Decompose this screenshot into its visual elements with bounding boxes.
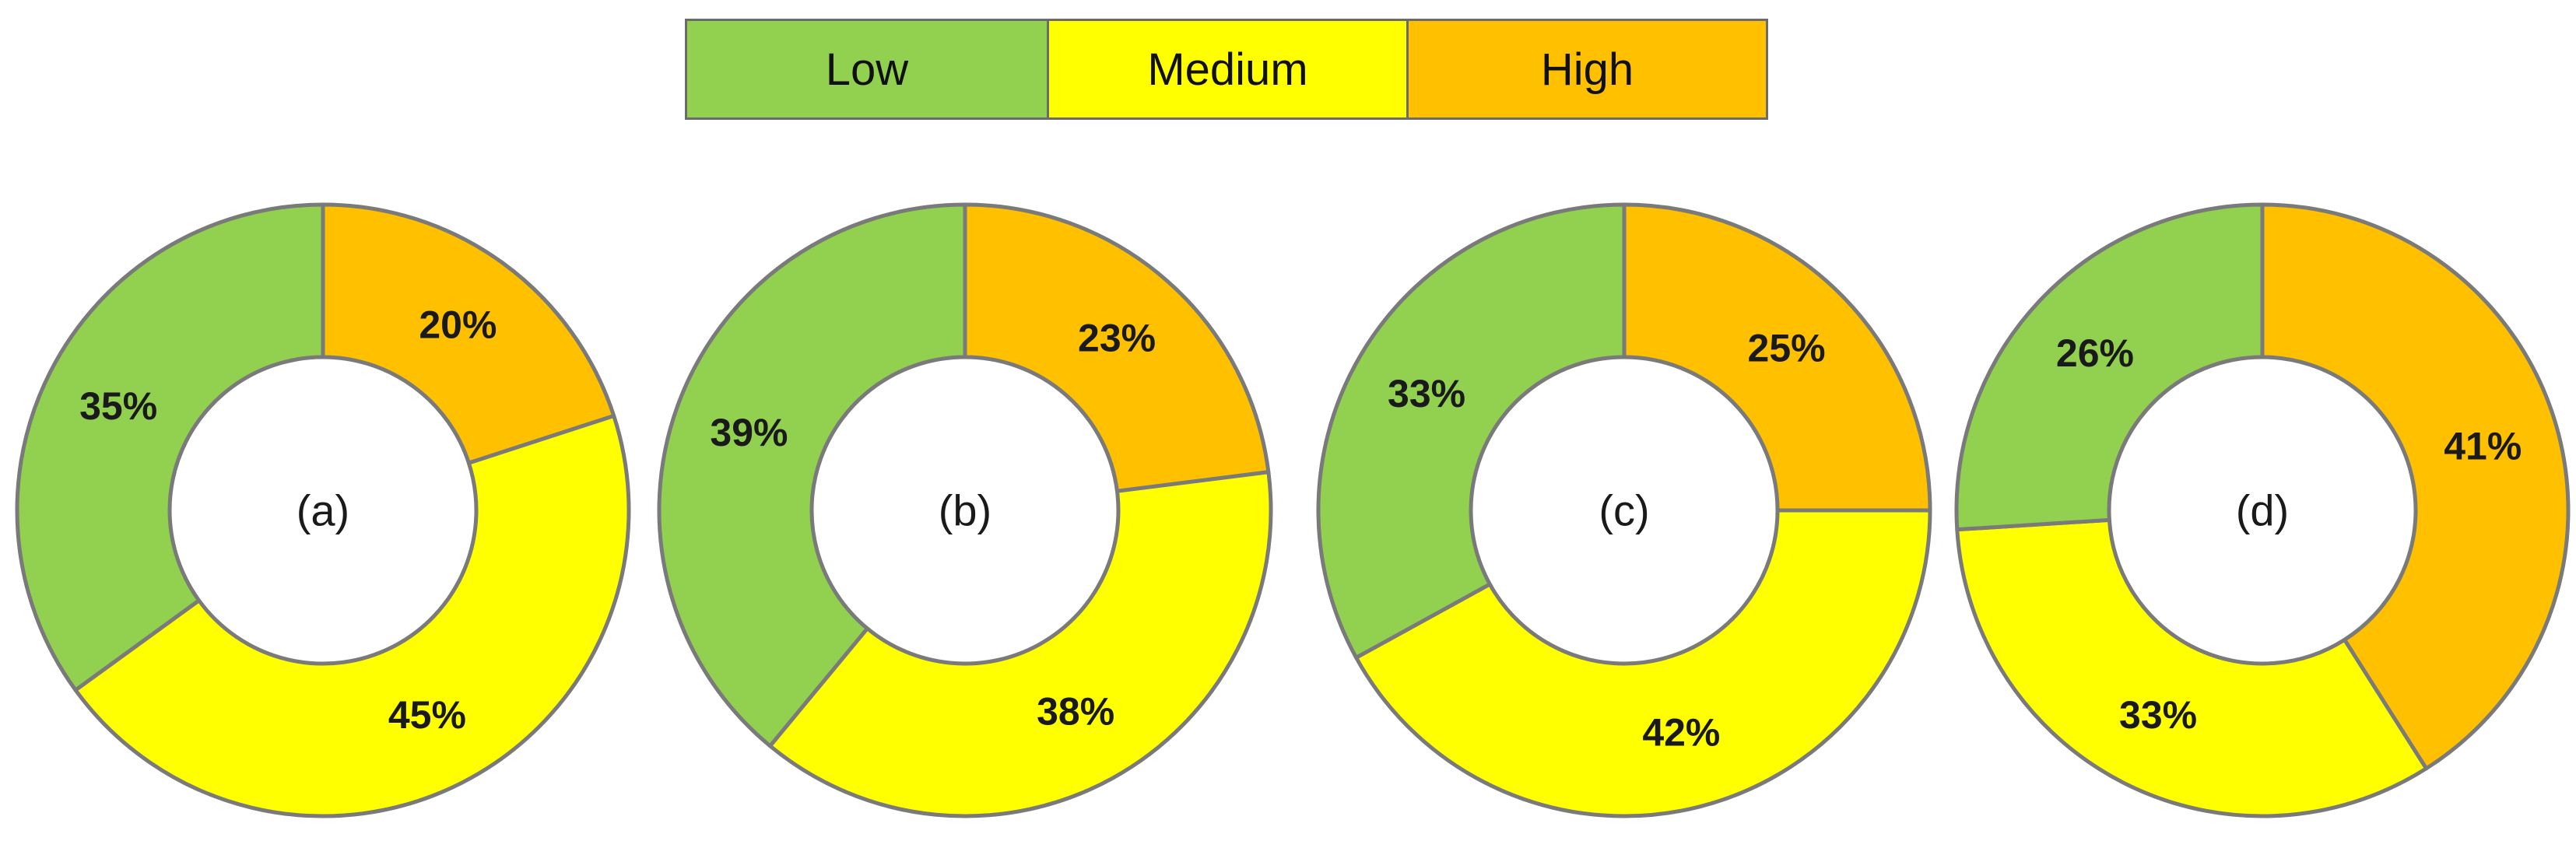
slice-low bbox=[15, 202, 325, 692]
slice-high bbox=[963, 202, 1271, 493]
slice-low bbox=[1316, 202, 1627, 660]
legend-label-high: High bbox=[1540, 44, 1634, 95]
donut-chart-1: 20% 45% 35% (a) bbox=[15, 202, 631, 818]
legend-item-low: Low bbox=[687, 21, 1047, 117]
slice-label-low: 35% bbox=[79, 384, 157, 428]
slice-label-high: 41% bbox=[2444, 425, 2522, 468]
legend-item-high: High bbox=[1406, 21, 1766, 117]
slice-high bbox=[321, 202, 616, 465]
center-label: (a) bbox=[297, 486, 349, 535]
slice-label-high: 20% bbox=[419, 303, 497, 346]
slice-medium bbox=[767, 470, 1273, 818]
slice-low bbox=[1954, 202, 2265, 532]
donut-chart-2: 23% 38% 39% (b) bbox=[657, 202, 1273, 818]
slice-label-low: 39% bbox=[710, 411, 788, 454]
slice-high bbox=[2260, 202, 2571, 771]
legend-item-medium: Medium bbox=[1047, 21, 1406, 117]
slice-medium bbox=[73, 414, 631, 818]
donut-chart-4: 41% 33% 26% (d) bbox=[1954, 202, 2571, 818]
slice-high bbox=[1622, 202, 1932, 513]
donut-chart-3: 25% 42% 33% (c) bbox=[1316, 202, 1932, 818]
slice-label-medium: 45% bbox=[388, 693, 466, 737]
slice-medium bbox=[1955, 517, 2429, 818]
slice-label-medium: 42% bbox=[1642, 711, 1720, 755]
slice-label-high: 23% bbox=[1078, 317, 1156, 360]
legend-label-medium: Medium bbox=[1147, 44, 1308, 95]
slice-label-low: 33% bbox=[1388, 372, 1465, 415]
legend-label-low: Low bbox=[825, 44, 909, 95]
slice-label-low: 26% bbox=[2056, 331, 2134, 375]
slice-low bbox=[657, 202, 967, 748]
slice-label-medium: 33% bbox=[2119, 693, 2197, 737]
slice-medium bbox=[1354, 508, 1932, 818]
slice-label-high: 25% bbox=[1748, 326, 1826, 370]
center-label: (b) bbox=[939, 486, 991, 535]
legend: Low Medium High bbox=[685, 19, 1768, 120]
center-label: (d) bbox=[2236, 486, 2289, 535]
slice-label-medium: 38% bbox=[1037, 690, 1114, 734]
center-label: (c) bbox=[1599, 486, 1649, 535]
